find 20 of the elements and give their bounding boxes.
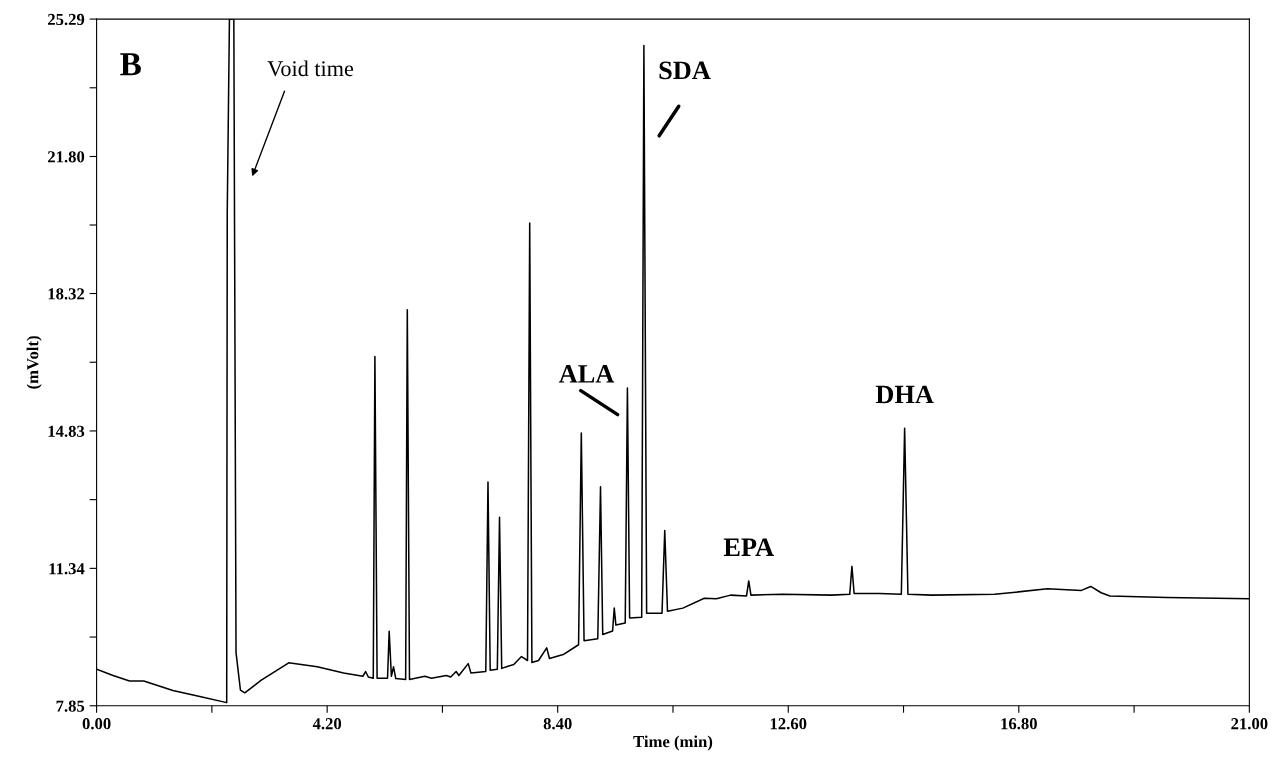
y-tick-label: 11.34 [49,563,85,575]
annotation: B [120,53,141,76]
annotation: SDA [659,61,711,80]
annotation: EPA [723,538,774,556]
x-tick-label: 12.60 [770,718,807,730]
x-tick-label: 4.20 [312,718,342,730]
x-tick-label: 16.80 [1001,718,1037,730]
annotation: Void time [267,60,354,77]
x-axis-title: Time (min) [633,735,713,751]
annotation: DHA [875,385,934,404]
y-tick-label: 21.80 [47,151,85,163]
annotation: ALA [558,365,615,383]
y-tick-label: 7.85 [56,700,85,712]
y-tick-label: 18.32 [48,288,85,300]
x-tick-label: 21.00 [1231,718,1268,730]
y-tick-label: 14.83 [48,425,85,437]
x-tick-label: 0.00 [82,718,111,730]
y-tick-label: 25.29 [47,13,85,26]
x-tick-label: 8.40 [543,718,572,730]
y-axis-title: (mVolt) [26,336,42,389]
